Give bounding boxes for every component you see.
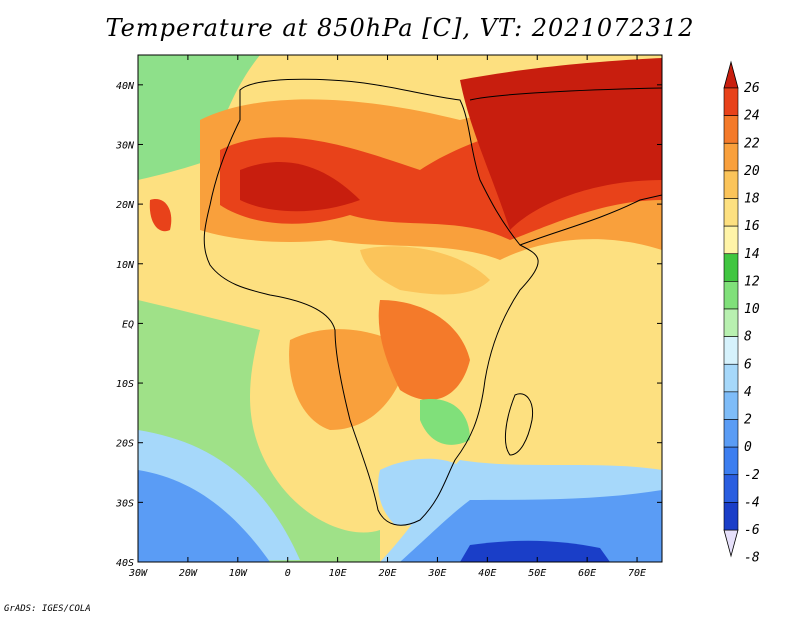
plot-frame	[137, 54, 663, 563]
colorbar-label: 24	[744, 109, 760, 124]
field-south-indian-cold	[400, 490, 662, 562]
lon-tick-label: 20W	[179, 568, 198, 579]
field-arabia-hottest	[460, 58, 662, 230]
lat-tick-label: 40N	[116, 81, 135, 92]
field-angola-warm	[289, 329, 410, 430]
colorbar-swatch	[723, 502, 739, 531]
colorbar-label: -2	[744, 468, 760, 483]
colorbar-swatch	[723, 115, 739, 144]
colorbar-bottom-arrow	[723, 529, 739, 558]
lat-tick-label: 30S	[115, 498, 134, 509]
grads-credit: GrADS: IGES/COLA	[4, 604, 91, 614]
madagascar-coastline	[505, 393, 534, 456]
lon-tick-label: 30E	[427, 568, 446, 579]
lon-tick-label: 20E	[378, 568, 396, 579]
lat-tick-label: 10S	[116, 379, 134, 390]
colorbar-swatch	[723, 474, 739, 503]
field-north-atlantic	[138, 55, 260, 180]
colorbar-label: 12	[744, 274, 760, 289]
colorbar-swatch	[723, 419, 739, 448]
colorbar-swatch	[723, 446, 739, 476]
colorbar-label: -8	[744, 551, 760, 566]
lat-tick-label: 10N	[116, 260, 135, 271]
colorbar-swatch	[723, 225, 739, 255]
lon-tick-label: 40E	[478, 568, 496, 579]
lon-tick-label: 50E	[528, 568, 546, 579]
lon-tick-label: 10W	[229, 568, 248, 579]
colorbar-label: 18	[744, 192, 760, 207]
colorbar-label: 8	[744, 330, 752, 345]
lat-tick-label: 20N	[116, 200, 135, 211]
map-title: Temperature at 850hPa [C], VT: 202107231…	[105, 14, 695, 42]
lon-tick-label: 30W	[128, 568, 148, 579]
colorbar-label: 22	[744, 136, 760, 151]
colorbar-swatch	[723, 308, 739, 337]
colorbar-swatch	[723, 87, 739, 116]
colorbar-label: 0	[744, 440, 752, 455]
colorbar-swatch	[723, 170, 739, 199]
colorbar-swatch	[723, 336, 739, 365]
lon-tick-label: 0	[285, 568, 291, 579]
colorbar-label: 20	[744, 164, 760, 179]
colorbar-label: 6	[744, 357, 752, 372]
field-cape-verde-warm	[149, 199, 172, 232]
colorbar-swatch	[723, 253, 739, 282]
lat-tick-label: 30N	[115, 140, 135, 151]
lat-tick-label: 20S	[116, 439, 134, 450]
colorbar-label: 14	[744, 247, 760, 262]
colorbar-swatch	[723, 363, 739, 393]
field-zambezi-green	[420, 399, 470, 445]
arabia-north-coast	[469, 87, 662, 101]
colorbar-swatch	[723, 198, 739, 227]
colorbar-label: 2	[744, 413, 752, 428]
colorbar-label: 10	[744, 302, 760, 317]
latitude-axis: 40N 30N 20N 10N EQ 10S 20S 30S 40S	[115, 81, 662, 569]
lon-tick-label: 70E	[628, 568, 646, 579]
africa-coastline	[203, 78, 539, 526]
colorbar-label: 26	[744, 81, 760, 96]
colorbar-label: -6	[744, 523, 760, 538]
longitude-axis: 30W 20W 10W 0 10E 20E 30E 40E 50E 60E 70E	[128, 55, 646, 579]
lat-tick-label: EQ	[122, 319, 134, 330]
lon-tick-label: 10E	[329, 568, 347, 579]
colorbar-label: -4	[744, 495, 760, 510]
field-south-atlantic-cold-2	[138, 470, 270, 562]
lon-tick-label: 60E	[578, 568, 596, 579]
field-congo-warm	[378, 300, 470, 400]
colorbar-swatch	[723, 281, 739, 310]
arabia-south-coast	[519, 194, 662, 246]
field-south-africa-cool	[378, 458, 465, 526]
field-deep-cold	[460, 540, 610, 562]
lat-tick-label: 40S	[116, 558, 134, 569]
temperature-field	[138, 55, 662, 562]
colorbar-top-arrow	[723, 60, 739, 89]
colorbar-label: 4	[744, 385, 752, 400]
colorbar-swatch	[723, 391, 739, 420]
field-sudan-warm	[360, 246, 490, 295]
colorbar-label: 16	[744, 219, 760, 234]
colorbar-swatch	[723, 142, 739, 172]
field-west-sahara-hottest	[240, 161, 360, 212]
coastlines	[203, 78, 662, 526]
